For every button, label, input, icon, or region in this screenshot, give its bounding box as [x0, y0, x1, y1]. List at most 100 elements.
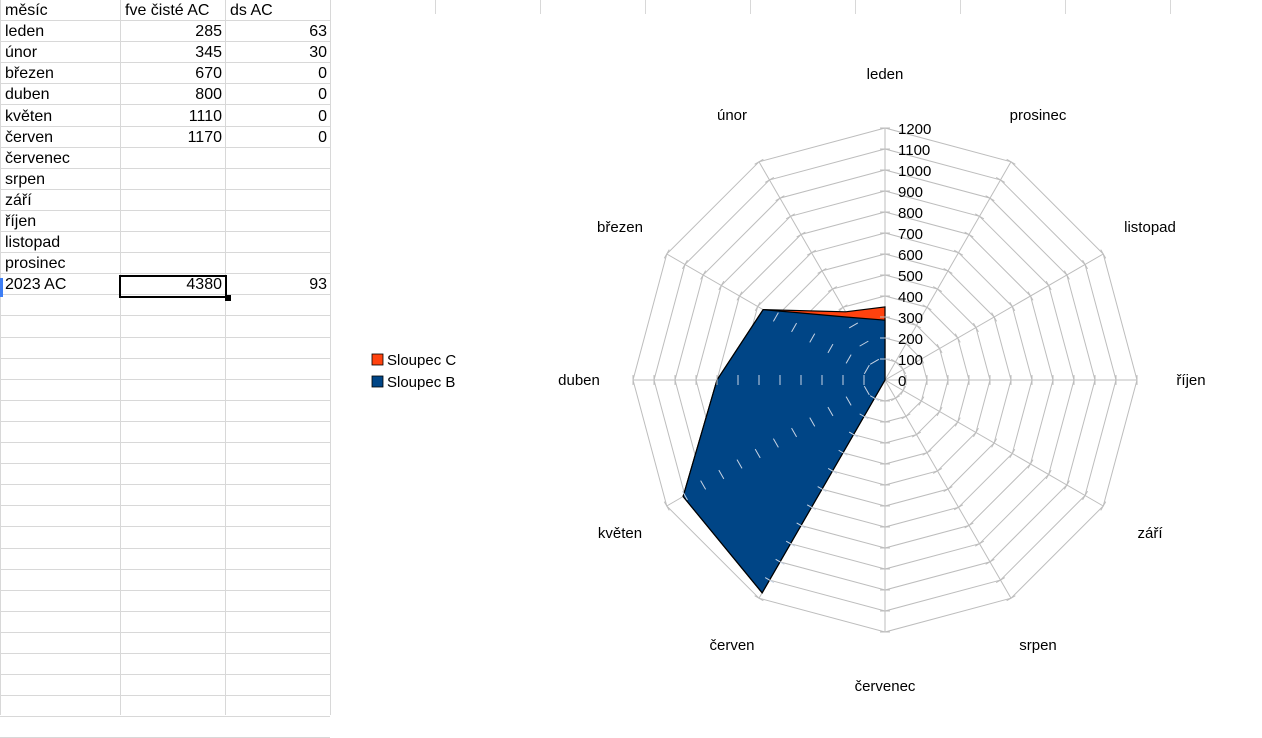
table-cell[interactable]: duben [5, 86, 50, 103]
axis-tick [845, 354, 852, 364]
row-gridline [0, 126, 330, 127]
axis-tick [859, 413, 869, 420]
row-gridline [0, 463, 330, 464]
row-gridline [0, 252, 330, 253]
table-cell[interactable]: fve čisté AC [125, 2, 210, 19]
axis-tick [1063, 270, 1070, 280]
axis-tick [1009, 301, 1016, 312]
table-cell[interactable]: 0 [318, 86, 327, 103]
table-cell[interactable]: 0 [318, 129, 327, 146]
row-gridline [0, 358, 330, 359]
axis-tick [754, 448, 761, 459]
row-gridline [0, 104, 330, 105]
axis-tick [859, 340, 869, 347]
axis-tick [911, 431, 922, 438]
row-gridline [0, 695, 330, 696]
axis-tick [918, 396, 925, 406]
axis-tick [838, 304, 848, 311]
category-label: srpen [1019, 637, 1057, 654]
axis-tick [995, 577, 1006, 583]
category-label: leden [867, 66, 904, 83]
axis-tick [922, 304, 932, 311]
axis-tick [827, 406, 834, 417]
row-gridline [0, 653, 330, 654]
row-gridline [0, 590, 330, 591]
table-cell[interactable]: červen [5, 129, 54, 146]
axis-tick [936, 406, 943, 417]
row-gridline [0, 674, 330, 675]
table-cell[interactable]: ds AC [230, 2, 273, 19]
row-gridline [0, 41, 330, 42]
axis-tick [918, 354, 925, 364]
row-gridline [0, 337, 330, 338]
row-gridline [0, 210, 330, 211]
axis-tick [845, 396, 852, 406]
table-cell[interactable]: 670 [195, 65, 222, 82]
table-cell[interactable]: 93 [309, 276, 327, 293]
table-cell[interactable]: září [5, 192, 32, 209]
axis-tick [1063, 480, 1070, 490]
table-cell[interactable]: 2023 AC [5, 276, 67, 293]
axis-tick [809, 333, 816, 343]
table-cell[interactable]: 0 [318, 65, 327, 82]
axis-tick [1027, 291, 1034, 301]
fill-handle[interactable] [225, 295, 231, 301]
axis-tick [1082, 490, 1088, 501]
row-gridline [0, 231, 330, 232]
axis-tick [985, 558, 995, 565]
table-cell[interactable]: 30 [309, 44, 327, 61]
column-gridline [1065, 0, 1066, 14]
radial-axis: 0 100 200 300 400 500 600 700 800 900 1000 1100 1200 [632, 121, 1138, 633]
table-cell[interactable]: 63 [309, 23, 327, 40]
table-cell[interactable]: leden [5, 23, 45, 40]
table-cell[interactable]: listopad [5, 234, 61, 251]
axis-tick [985, 195, 995, 202]
row-gridline [0, 548, 330, 549]
row-gridline [0, 62, 330, 63]
axis-tick [848, 431, 859, 438]
row-gridline [0, 569, 330, 570]
table-cell[interactable]: 0 [318, 108, 327, 125]
category-label: říjen [1176, 372, 1205, 389]
axis-tick [791, 322, 798, 333]
axis-tick [806, 249, 817, 256]
series-sloupec-b [682, 309, 886, 594]
column-gridline [435, 0, 436, 14]
axis-tick [772, 312, 779, 322]
table-cell[interactable]: 800 [195, 86, 222, 103]
table-cell[interactable]: březen [5, 65, 54, 82]
row-gridline [0, 611, 330, 612]
axis-tick [974, 540, 985, 547]
axis-tick [1045, 469, 1052, 480]
axis-tick [736, 291, 743, 301]
axis-tick [809, 417, 816, 427]
table-cell[interactable]: srpen [5, 171, 46, 188]
table-cell[interactable]: 1110 [188, 108, 222, 125]
axis-tick [932, 286, 943, 293]
axis-tick [764, 177, 775, 183]
table-cell[interactable]: 285 [195, 23, 222, 40]
table-cell[interactable]: 1170 [187, 129, 222, 146]
axis-tick [754, 595, 764, 602]
table-cell[interactable]: únor [5, 44, 38, 61]
row-gridline [0, 442, 330, 443]
table-cell[interactable]: červenec [5, 150, 70, 167]
table-cell[interactable]: prosinec [5, 255, 66, 272]
table-cell[interactable]: květen [5, 108, 53, 125]
row-gridline [0, 632, 330, 633]
table-cell[interactable]: 345 [195, 44, 222, 61]
axis-tick [943, 267, 953, 274]
table-cell[interactable]: měsíc [5, 2, 48, 19]
axis-tick [936, 343, 943, 354]
axis-tick [991, 438, 998, 448]
radial-tick-label: 300 [898, 310, 923, 327]
category-label: září [1137, 525, 1163, 542]
table-cell[interactable]: říjen [5, 213, 37, 230]
radial-tick-label: 900 [898, 184, 923, 201]
chart-legend[interactable]: Sloupec C Sloupec B [371, 352, 456, 391]
column-gridline [645, 0, 646, 14]
axis-tick [817, 486, 827, 493]
axis-tick [806, 504, 817, 511]
table-cell[interactable]: 4380 [186, 276, 222, 293]
radar-chart[interactable]: 0100200300400500600700800900100011001200… [0, 0, 1262, 715]
